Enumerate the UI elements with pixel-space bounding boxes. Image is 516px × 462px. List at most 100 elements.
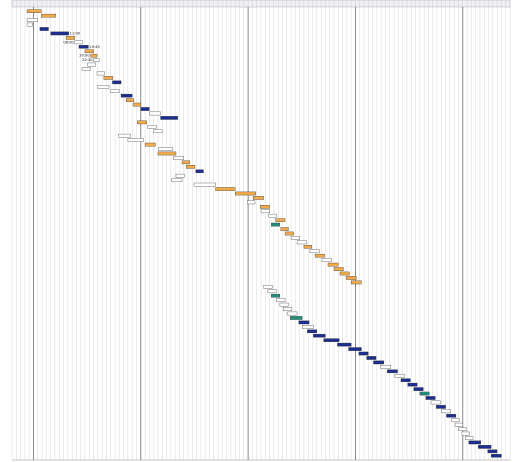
task-bar <box>65 36 75 40</box>
task-bar <box>171 178 183 182</box>
task-bar <box>271 222 281 227</box>
task-row <box>267 289 277 294</box>
task-bar <box>465 436 474 440</box>
task-row <box>186 165 196 169</box>
task-bar <box>173 156 184 160</box>
date-header <box>11 0 511 8</box>
task-row <box>193 182 216 187</box>
task-bar <box>380 365 391 369</box>
task-row <box>298 320 310 325</box>
task-bar <box>345 276 357 280</box>
task-row <box>380 365 391 369</box>
task-bar <box>181 160 190 165</box>
task-bar <box>458 427 467 431</box>
task-row <box>260 209 270 214</box>
task-row <box>157 151 177 156</box>
task-bar <box>407 382 418 387</box>
task-bar <box>96 71 105 76</box>
task-row <box>173 156 184 160</box>
task-bar <box>160 116 178 120</box>
task-row <box>490 454 502 458</box>
task-bar <box>313 333 326 338</box>
task-bar <box>78 45 89 49</box>
task-row <box>41 13 56 18</box>
task-bar <box>276 298 286 302</box>
task-bar <box>140 107 150 111</box>
task-bar <box>350 280 362 285</box>
task-bar <box>451 418 460 422</box>
task-bar <box>430 400 441 405</box>
task-row: 20:00 <box>79 53 98 58</box>
task-row <box>276 298 286 302</box>
task-row <box>84 49 94 54</box>
task-row <box>345 276 357 280</box>
task-start-label: 20:00 <box>79 54 90 58</box>
task-row <box>468 440 481 445</box>
task-bar <box>120 93 133 98</box>
task-bar <box>235 191 257 196</box>
task-row <box>279 302 289 307</box>
task-bar <box>90 53 98 58</box>
task-row <box>87 62 96 67</box>
task-row <box>419 391 430 396</box>
task-bar <box>461 431 470 436</box>
task-row <box>280 227 289 231</box>
task-row <box>302 325 314 329</box>
task-row: 22:30 <box>82 58 100 62</box>
task-bar <box>268 213 277 218</box>
task-row <box>127 138 144 142</box>
task-bar <box>419 391 430 396</box>
task-row <box>366 356 377 360</box>
task-row <box>275 218 286 222</box>
task-row <box>400 378 411 382</box>
task-row <box>215 187 236 191</box>
task-row <box>284 231 294 236</box>
task-row <box>303 245 312 249</box>
task-bar <box>260 209 270 214</box>
task-bar <box>110 89 120 94</box>
task-row <box>487 449 498 454</box>
task-row <box>461 431 470 436</box>
task-bar <box>309 249 320 254</box>
task-row <box>158 147 173 151</box>
task-row <box>126 98 135 102</box>
task-row <box>103 76 114 80</box>
task-row <box>140 107 150 111</box>
task-row <box>253 196 264 200</box>
task-row: 08:00 <box>63 40 83 44</box>
task-bar <box>157 151 177 156</box>
task-end-label: 15:45 <box>89 45 99 49</box>
task-bar <box>337 342 352 347</box>
task-row <box>348 347 362 351</box>
task-row <box>435 405 446 409</box>
task-bar <box>175 173 185 178</box>
task-row <box>296 240 307 245</box>
task-row <box>441 409 451 414</box>
task-row <box>358 351 369 356</box>
task-row <box>171 178 183 182</box>
task-row <box>313 333 326 338</box>
task-row <box>149 111 161 116</box>
task-bar <box>275 218 286 222</box>
task-bar <box>263 285 273 289</box>
task-bar <box>193 182 216 187</box>
task-bar <box>307 329 317 334</box>
task-row <box>287 311 298 316</box>
task-row <box>268 213 277 218</box>
task-row <box>321 258 332 262</box>
task-bar <box>279 302 289 307</box>
task-bar <box>267 289 277 294</box>
task-row <box>271 293 281 298</box>
task-bar <box>97 85 110 89</box>
task-row <box>263 285 273 289</box>
task-bar <box>26 22 33 27</box>
task-bar <box>215 187 236 191</box>
task-bar <box>298 320 310 325</box>
task-bar <box>487 449 498 454</box>
task-bar <box>186 165 196 169</box>
task-row <box>259 205 270 209</box>
task-row <box>290 236 300 240</box>
task-row <box>465 436 474 440</box>
task-row <box>144 142 156 147</box>
